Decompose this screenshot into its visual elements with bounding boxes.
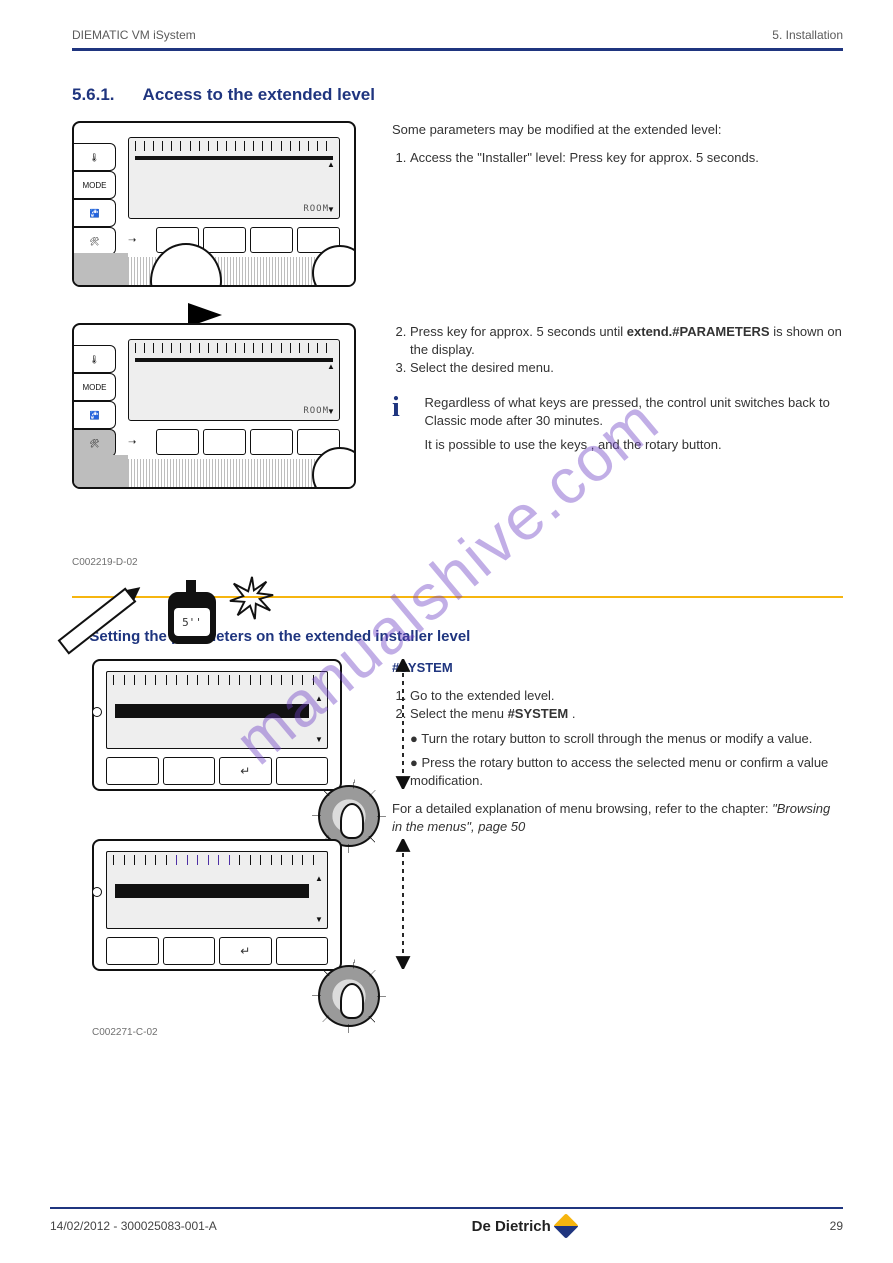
open-btn-2 — [163, 937, 216, 965]
soft-button-3 — [250, 429, 293, 455]
doc-model: DIEMATIC VM iSystem — [72, 28, 196, 42]
step-1: Access the "Installer" level: Press key … — [410, 149, 843, 167]
open-btn-return — [219, 757, 272, 785]
finger-turn-icon — [340, 803, 364, 839]
open-btn-1 — [106, 757, 159, 785]
side-tab-temp: 🌡 — [74, 143, 116, 171]
open-btn-4 — [276, 757, 329, 785]
lcd-corner-text: ROOM — [303, 204, 329, 214]
scroll-up-down-icon — [394, 659, 412, 789]
sys-step-1: Go to the extended level. — [410, 687, 843, 705]
step-2: Press key for approx. 5 seconds until ex… — [410, 323, 843, 359]
page-number: 29 — [830, 1219, 843, 1233]
hand-press-icon — [150, 243, 222, 287]
stopwatch-icon: 5'' — [162, 578, 222, 644]
info-line-1: Regardless of what keys are pressed, the… — [425, 394, 843, 430]
hash-system-title: #SYSTEM — [392, 659, 843, 677]
btn-arrow-icon: ➝ — [128, 227, 152, 253]
side-tab-mode: MODE — [74, 373, 116, 401]
brand-logo: De Dietrich — [472, 1217, 575, 1235]
side-tab-installer: 🛠 — [74, 429, 116, 457]
open-btn-1 — [106, 937, 159, 965]
flash-burst-icon — [228, 574, 276, 622]
sys-step-2a: Turn the rotary button to scroll through… — [421, 731, 812, 746]
soft-button-3 — [250, 227, 293, 253]
side-tab-mode: MODE — [74, 171, 116, 199]
doc-chapter: 5. Installation — [772, 28, 843, 42]
info-icon: i — [392, 394, 411, 455]
stopwatch-face: 5'' — [174, 608, 210, 636]
device-diagram-installer-key: 🌡 MODE 🚰 🛠 ROOM ▲▼ ➝ — [72, 121, 356, 287]
info-line-2: It is possible to use the keys , and the… — [425, 436, 843, 454]
section-number: 5.6.1. — [72, 85, 115, 105]
open-btn-4 — [276, 937, 329, 965]
header-rule — [72, 48, 843, 51]
sys-xref: For a detailed explanation of menu brows… — [392, 800, 843, 836]
section-title: Access to the extended level — [143, 85, 375, 105]
scroll-up-down-icon — [394, 839, 412, 969]
page-footer: 14/02/2012 - 300025083-001-A De Dietrich… — [50, 1207, 843, 1235]
steps-intro: Some parameters may be modified at the e… — [392, 121, 843, 139]
figure-code-b: C002271-C-02 — [92, 1027, 372, 1038]
side-tab-dhw: 🚰 — [74, 401, 116, 429]
figure-code-a: C002219-D-02 — [72, 557, 372, 568]
open-btn-2 — [163, 757, 216, 785]
lcd-corner-text: ROOM — [303, 406, 329, 416]
device-open-menu-2: ▲▼ — [92, 839, 342, 971]
device-diagram-hold-key: 🌡 MODE 🚰 🛠 ROOM ▲▼ ➝ — [72, 323, 356, 489]
soft-button-1 — [156, 429, 199, 455]
side-tab-dhw: 🚰 — [74, 199, 116, 227]
footer-date-ref: 14/02/2012 - 300025083-001-A — [50, 1219, 217, 1233]
side-tab-installer: 🛠 — [74, 227, 116, 255]
finger-turn-icon — [340, 983, 364, 1019]
side-tab-temp: 🌡 — [74, 345, 116, 373]
device-open-menu-1: ▲▼ — [92, 659, 342, 791]
sys-step-2b: Press the rotary button to access the se… — [410, 755, 828, 788]
diamond-logo-icon — [553, 1213, 578, 1238]
step-3: Select the desired menu. — [410, 359, 843, 377]
btn-arrow-icon: ➝ — [128, 429, 152, 455]
open-btn-return — [219, 937, 272, 965]
soft-button-2 — [203, 429, 246, 455]
sys-step-2: Select the menu #SYSTEM . ● Turn the rot… — [410, 705, 843, 790]
